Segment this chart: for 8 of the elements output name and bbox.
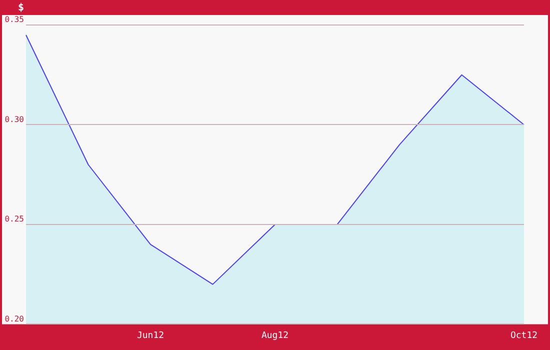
x-tick-label: Oct12	[510, 330, 538, 341]
y-tick-label: 0.25	[4, 214, 24, 224]
x-tick-label: Jun12	[136, 330, 164, 341]
y-tick-label: 0.35	[4, 15, 24, 24]
x-tick-label: Aug12	[261, 330, 289, 341]
y-axis-title: $	[18, 2, 24, 14]
y-tick-label: 0.20	[4, 314, 24, 324]
y-tick-label: 0.30	[4, 114, 24, 124]
